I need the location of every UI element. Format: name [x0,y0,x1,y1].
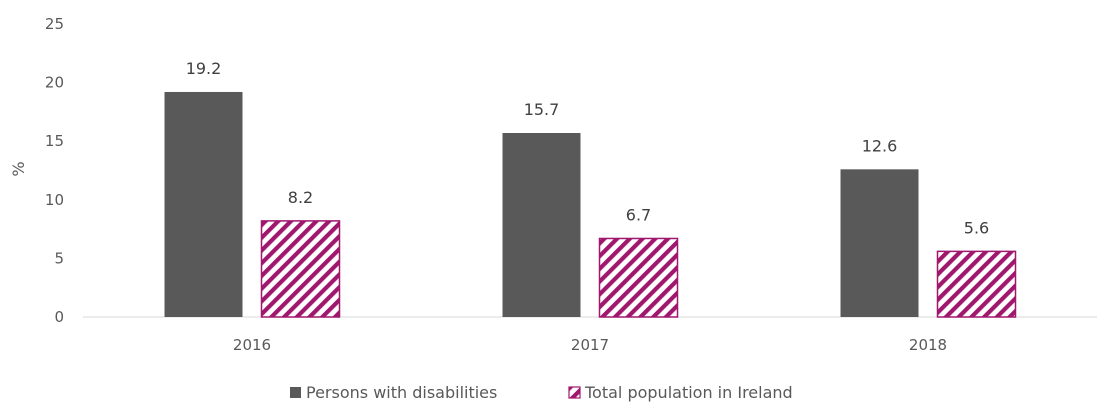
data-label: 12.6 [862,136,898,155]
data-label: 6.7 [626,205,651,224]
x-tick-label: 2017 [571,336,609,354]
bar-2018-series-1 [840,169,919,317]
data-label: 8.2 [288,188,313,207]
data-labels-group: 19.2 8.2 15.7 6.7 12.6 5.6 [186,59,990,237]
x-tick-label: 2018 [909,336,947,354]
y-axis-label: % [9,161,28,176]
y-tick-label: 0 [54,308,64,326]
legend: Persons with disabilities Total populatio… [290,383,793,402]
bars-group [164,91,1017,318]
y-tick-label: 5 [54,249,64,267]
bar-2017-series-2 [598,237,679,318]
y-tick-label: 15 [45,132,64,150]
data-label: 5.6 [964,218,989,237]
x-tick-label: 2016 [233,336,271,354]
data-label: 15.7 [524,100,560,119]
y-axis-ticks: 0 5 10 15 20 25 [45,15,64,326]
bar-2016-series-1 [164,91,243,317]
x-axis-ticks: 2016 2017 2018 [233,336,947,354]
y-tick-label: 20 [45,74,64,92]
legend-label-2: Total population in Ireland [584,383,793,402]
bar-2018-series-2 [936,250,1017,318]
legend-swatch-1 [290,387,301,398]
bar-2016-series-2 [260,220,341,318]
bar-2017-series-1 [502,132,581,317]
legend-swatch-2 [568,386,581,399]
legend-label-1: Persons with disabilities [306,383,497,402]
y-tick-label: 25 [45,15,64,33]
y-tick-label: 10 [45,191,64,209]
data-label: 19.2 [186,59,222,78]
